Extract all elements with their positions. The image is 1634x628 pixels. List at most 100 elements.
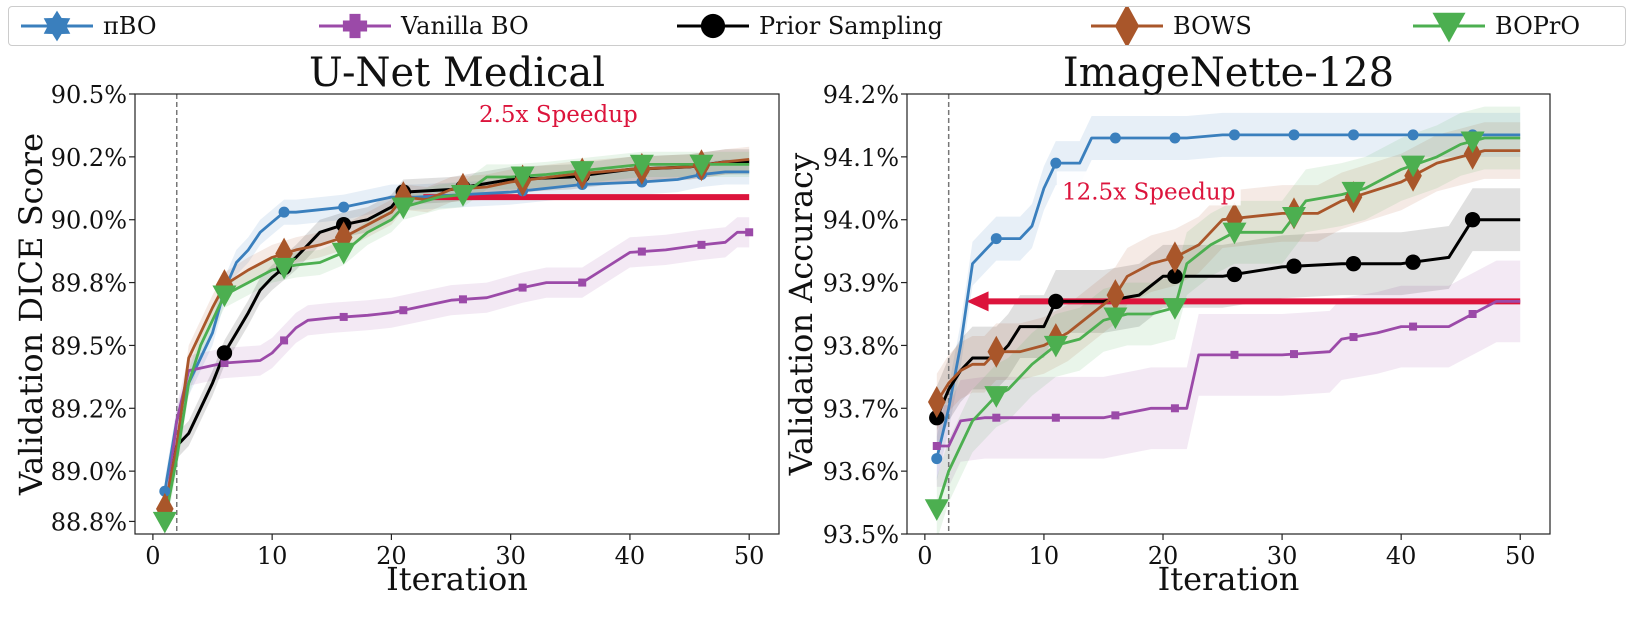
- series-marker-1: [280, 336, 289, 345]
- legend-swatch: [21, 10, 93, 42]
- x-tick-label: 40: [615, 542, 646, 570]
- x-tick-label: 0: [145, 542, 160, 570]
- legend-marker: [1432, 12, 1466, 43]
- series-marker-1: [1170, 404, 1179, 413]
- chart-0: U-Net Medical 2.5x Speedup 0 10 20 30 40 50 88.8…: [12, 50, 780, 598]
- plot-area: [152, 94, 754, 534]
- y-tick-label: 93.5%: [823, 521, 899, 549]
- x-tick-label: 10: [1029, 542, 1060, 570]
- series-marker-1: [578, 278, 587, 287]
- series-marker-4: [1162, 298, 1187, 320]
- x-tick-label: 20: [1148, 542, 1179, 570]
- series-marker-4: [629, 154, 654, 177]
- speedup-label: 12.5x Speedup: [1062, 179, 1235, 205]
- series-marker-3: [1106, 279, 1125, 312]
- series-marker-2: [1464, 212, 1481, 228]
- series-marker-3: [1166, 241, 1184, 274]
- series-marker-1: [518, 283, 527, 292]
- series-marker-2: [1226, 266, 1243, 283]
- band-0: [164, 159, 750, 504]
- series-marker-1: [637, 247, 646, 256]
- legend: πBO Vanilla BO Prior Sampling BOWS BOPrO: [8, 6, 1626, 46]
- speedup-label-bg: [1056, 171, 1241, 206]
- y-tick-label: 94.2%: [823, 81, 899, 109]
- chart-title: U-Net Medical: [309, 50, 605, 96]
- series-marker-0: [1348, 129, 1360, 141]
- y-tick-label: 93.6%: [823, 458, 899, 486]
- legend-label: Prior Sampling: [759, 12, 943, 40]
- y-tick-label: 93.8%: [823, 332, 899, 360]
- band-3: [936, 122, 1521, 431]
- series-marker-4: [212, 285, 237, 308]
- series-line-4: [163, 163, 750, 522]
- series-marker-4: [924, 499, 949, 521]
- x-tick-label: 40: [1386, 542, 1417, 570]
- axes-frame: [134, 93, 780, 535]
- y-tick-label: 93.7%: [823, 395, 899, 423]
- series-marker-2: [1048, 293, 1064, 310]
- series-marker-3: [927, 386, 946, 418]
- series-marker-4: [1460, 131, 1485, 154]
- y-tick-label: 94.1%: [823, 144, 899, 172]
- y-axis-label: Validation Accuracy: [782, 153, 820, 476]
- series-line-3: [935, 149, 1521, 403]
- series-marker-0: [1050, 157, 1062, 169]
- series-marker-4: [1222, 222, 1247, 245]
- x-tick-label: 30: [1267, 542, 1298, 570]
- legend-marker: [1114, 7, 1140, 45]
- x-tick-label: 0: [917, 542, 932, 570]
- series-marker-1: [1289, 350, 1298, 359]
- series-marker-1: [1230, 350, 1239, 359]
- band-0: [936, 112, 1521, 481]
- y-tick-label: 94.0%: [823, 207, 899, 235]
- band-2: [936, 188, 1521, 450]
- y-tick-label: 90.0%: [51, 207, 127, 235]
- legend-item-1: Vanilla BO: [315, 7, 529, 45]
- series-marker-4: [689, 154, 714, 177]
- series-marker-4: [1341, 181, 1366, 204]
- series-marker-1: [1051, 413, 1060, 422]
- y-tick-label: 90.5%: [51, 81, 127, 109]
- series-marker-0: [1407, 129, 1419, 141]
- series-marker-1: [745, 228, 754, 237]
- series-line-0: [935, 133, 1521, 459]
- series-marker-4: [984, 386, 1009, 408]
- y-tick-label: 88.8%: [51, 508, 127, 536]
- legend-label: BOWS: [1173, 12, 1252, 40]
- legend-swatch: [319, 13, 391, 39]
- series-marker-1: [992, 413, 1001, 422]
- series-marker-0: [1228, 129, 1240, 141]
- legend-marker: [700, 13, 726, 39]
- series-marker-4: [331, 242, 356, 265]
- series-marker-3: [987, 335, 1006, 368]
- band-4: [164, 151, 750, 534]
- series-marker-0: [159, 485, 171, 497]
- band-4: [936, 106, 1521, 534]
- series-line-4: [935, 136, 1521, 510]
- series-marker-3: [1463, 137, 1482, 170]
- series-marker-1: [1409, 322, 1418, 331]
- x-tick-label: 20: [376, 542, 407, 570]
- legend-marker: [43, 10, 71, 42]
- series-marker-1: [932, 442, 941, 450]
- series-line-0: [163, 170, 750, 492]
- x-tick-label: 10: [257, 542, 288, 570]
- legend-label: Vanilla BO: [401, 12, 529, 40]
- y-tick-label: 93.9%: [823, 270, 899, 298]
- series-marker-0: [1169, 132, 1181, 144]
- series-marker-2: [1345, 256, 1362, 272]
- x-axis-label: Iteration: [1158, 560, 1300, 598]
- y-tick-label: 90.2%: [51, 144, 127, 172]
- series-marker-4: [510, 166, 535, 189]
- chart-1: ImageNette-128 12.5x Speedup 0 10 20 30 40 50 93…: [782, 50, 1551, 598]
- series-marker-4: [450, 184, 475, 207]
- series-line-1: [936, 300, 1521, 448]
- series-marker-2: [1286, 258, 1302, 274]
- series-marker-0: [278, 206, 290, 218]
- series-marker-0: [338, 201, 350, 213]
- axes-frame: [906, 93, 1551, 535]
- y-tick-label: 89.2%: [51, 395, 127, 423]
- legend-swatch: [1091, 7, 1163, 45]
- series-marker-4: [152, 511, 177, 534]
- legend-swatch: [1413, 12, 1485, 43]
